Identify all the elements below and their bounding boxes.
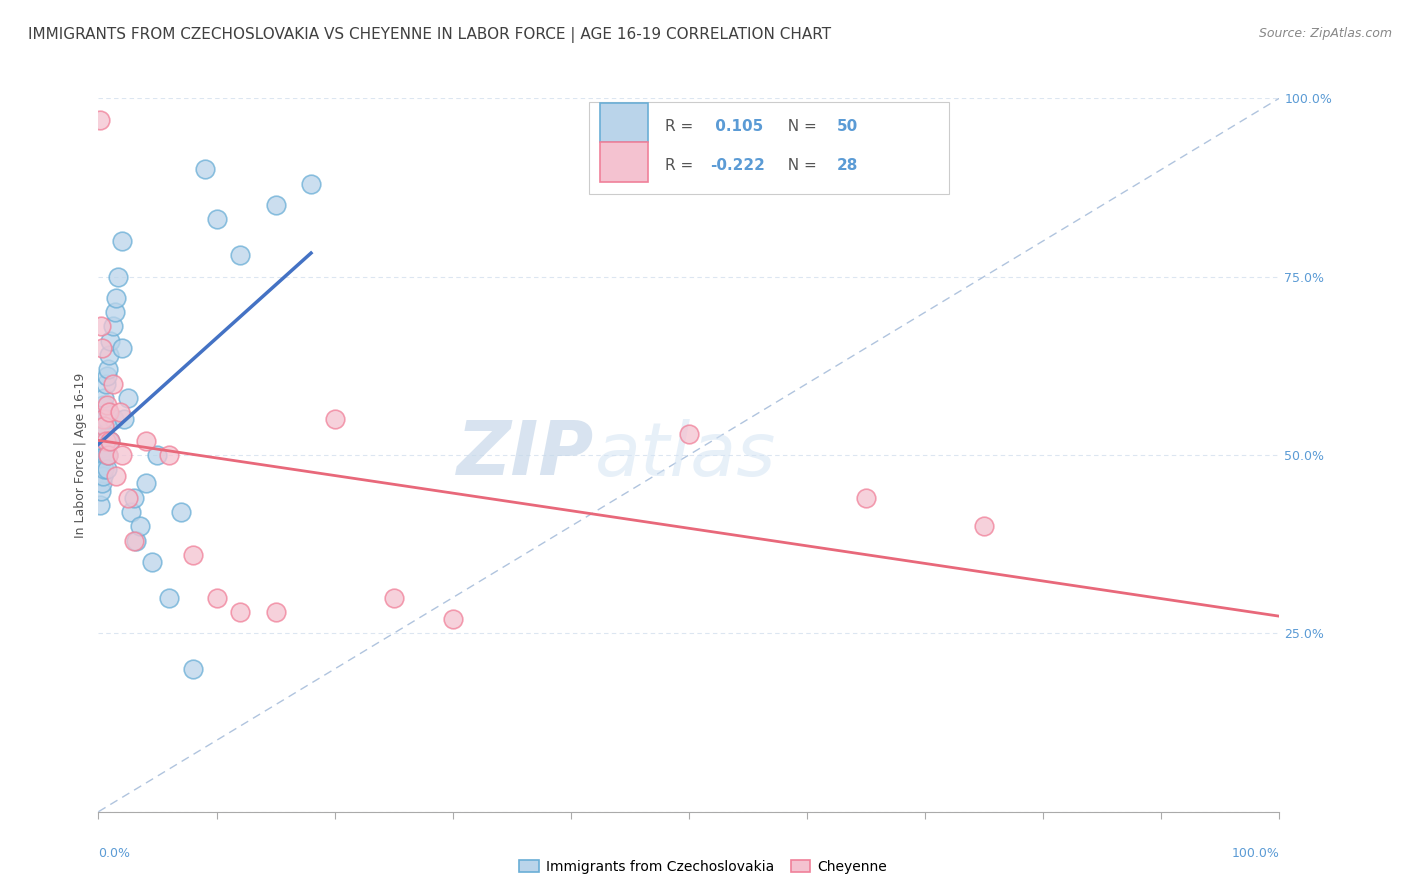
Point bbox=[229, 248, 252, 262]
Legend: Immigrants from Czechoslovakia, Cheyenne: Immigrants from Czechoslovakia, Cheyenne bbox=[512, 853, 894, 880]
Point bbox=[89, 448, 111, 462]
Point bbox=[94, 376, 117, 391]
Text: R =: R = bbox=[665, 159, 699, 173]
Point bbox=[181, 662, 204, 676]
Text: Source: ZipAtlas.com: Source: ZipAtlas.com bbox=[1258, 27, 1392, 40]
Point bbox=[93, 462, 115, 476]
Point bbox=[98, 348, 121, 362]
Point bbox=[323, 412, 346, 426]
Point bbox=[157, 591, 180, 605]
Point bbox=[93, 419, 115, 434]
Point bbox=[135, 476, 157, 491]
Point bbox=[229, 605, 252, 619]
Point bbox=[98, 334, 121, 348]
Point bbox=[205, 212, 228, 227]
Point bbox=[101, 376, 124, 391]
Point bbox=[117, 391, 139, 405]
Point bbox=[98, 405, 121, 419]
Point bbox=[194, 162, 217, 177]
Point bbox=[382, 591, 405, 605]
Point bbox=[264, 605, 287, 619]
Point bbox=[111, 448, 134, 462]
Point bbox=[108, 405, 131, 419]
Point bbox=[91, 412, 114, 426]
Text: 50: 50 bbox=[837, 120, 858, 134]
Point bbox=[973, 519, 995, 533]
Point bbox=[107, 269, 129, 284]
Text: 28: 28 bbox=[837, 159, 858, 173]
FancyBboxPatch shape bbox=[589, 102, 949, 194]
Point bbox=[441, 612, 464, 626]
Point bbox=[855, 491, 877, 505]
Point bbox=[181, 548, 204, 562]
Text: IMMIGRANTS FROM CZECHOSLOVAKIA VS CHEYENNE IN LABOR FORCE | AGE 16-19 CORRELATIO: IMMIGRANTS FROM CZECHOSLOVAKIA VS CHEYEN… bbox=[28, 27, 831, 43]
Point bbox=[90, 455, 112, 469]
Point bbox=[97, 448, 120, 462]
Point bbox=[91, 412, 114, 426]
FancyBboxPatch shape bbox=[600, 103, 648, 143]
Text: ZIP: ZIP bbox=[457, 418, 595, 491]
Point bbox=[96, 369, 118, 384]
Point bbox=[96, 412, 118, 426]
Point bbox=[101, 319, 124, 334]
Point bbox=[104, 305, 127, 319]
Text: 0.0%: 0.0% bbox=[98, 847, 131, 861]
Point bbox=[170, 505, 193, 519]
Point bbox=[91, 434, 114, 448]
Text: -0.222: -0.222 bbox=[710, 159, 765, 173]
Point bbox=[146, 448, 169, 462]
Point bbox=[98, 434, 121, 448]
Point bbox=[121, 505, 143, 519]
Point bbox=[122, 533, 145, 548]
Point bbox=[105, 291, 128, 305]
Point bbox=[91, 441, 114, 455]
Point bbox=[98, 434, 121, 448]
Point bbox=[89, 112, 111, 127]
Text: 100.0%: 100.0% bbox=[1232, 847, 1279, 861]
Point bbox=[90, 483, 112, 498]
Point bbox=[122, 491, 145, 505]
Point bbox=[94, 434, 117, 448]
Point bbox=[91, 476, 114, 491]
Point bbox=[112, 412, 135, 426]
Point bbox=[90, 319, 112, 334]
Point bbox=[97, 448, 120, 462]
Point bbox=[205, 591, 228, 605]
Point bbox=[264, 198, 287, 212]
Point bbox=[125, 533, 148, 548]
Point bbox=[93, 426, 115, 441]
Point bbox=[93, 391, 115, 405]
Point bbox=[299, 177, 322, 191]
Point bbox=[678, 426, 700, 441]
Text: atlas: atlas bbox=[595, 419, 776, 491]
Point bbox=[128, 519, 150, 533]
Point bbox=[91, 398, 114, 412]
Point bbox=[91, 469, 114, 483]
Point bbox=[94, 448, 117, 462]
Text: 0.105: 0.105 bbox=[710, 120, 763, 134]
Point bbox=[117, 491, 139, 505]
Point bbox=[103, 412, 125, 426]
Point bbox=[96, 462, 118, 476]
Point bbox=[97, 362, 120, 376]
Text: N =: N = bbox=[778, 120, 821, 134]
Point bbox=[96, 398, 118, 412]
Point bbox=[91, 341, 114, 355]
Point bbox=[141, 555, 163, 569]
Point bbox=[111, 341, 134, 355]
Point bbox=[157, 448, 180, 462]
Y-axis label: In Labor Force | Age 16-19: In Labor Force | Age 16-19 bbox=[73, 372, 87, 538]
Point bbox=[111, 234, 134, 248]
FancyBboxPatch shape bbox=[600, 143, 648, 182]
Point bbox=[98, 434, 121, 448]
Text: N =: N = bbox=[778, 159, 821, 173]
Point bbox=[105, 469, 128, 483]
Point bbox=[90, 426, 112, 441]
Text: R =: R = bbox=[665, 120, 699, 134]
Point bbox=[89, 469, 111, 483]
Point bbox=[89, 498, 111, 512]
Point bbox=[135, 434, 157, 448]
